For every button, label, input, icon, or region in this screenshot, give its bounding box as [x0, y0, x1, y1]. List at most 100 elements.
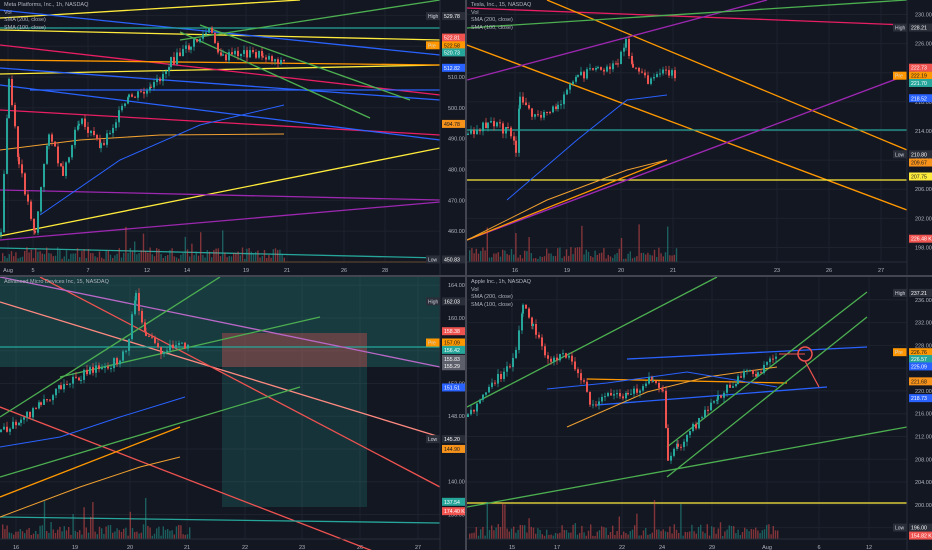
y-tick-label: 206.00: [915, 187, 932, 193]
price-label-tag-text: High: [895, 26, 906, 32]
price-label-bg: [909, 531, 932, 540]
candle: [470, 130, 472, 134]
candle: [583, 71, 585, 79]
stop-zone: [222, 333, 367, 367]
candle: [159, 78, 161, 82]
volume-bar: [684, 531, 686, 539]
candle: [671, 70, 673, 76]
trend-line: [0, 147, 441, 237]
volume-bar: [651, 532, 653, 539]
volume-bar: [123, 528, 125, 539]
volume-bar: [127, 535, 129, 539]
candle: [735, 383, 737, 387]
candle: [565, 353, 567, 358]
sma-200-line: [0, 133, 285, 151]
volume-bar: [524, 525, 526, 539]
volume-bar: [530, 526, 532, 539]
volume-bar: [719, 522, 722, 539]
volume-bar: [131, 528, 134, 539]
x-tick-label: 5: [31, 268, 34, 274]
volume-bar: [50, 522, 52, 539]
volume-bar: [85, 527, 87, 539]
candle: [704, 409, 706, 418]
candle: [556, 357, 558, 361]
volume-bar: [175, 526, 178, 539]
price-label-value: 174.40 K: [444, 509, 465, 515]
amd-chart-svg: 136.00140.00144.00148.00152.00156.00160.…: [0, 277, 465, 550]
volume-bar: [471, 248, 473, 262]
volume-bar: [480, 250, 482, 262]
volume-bar: [706, 524, 708, 539]
volume-bar: [532, 527, 535, 539]
candle: [707, 409, 709, 411]
candle: [620, 51, 622, 65]
volume-bar: [2, 524, 4, 539]
candle: [541, 337, 543, 347]
volume-bar: [598, 253, 601, 262]
volume-bar: [559, 247, 561, 262]
trend-line: [199, 24, 411, 101]
candle: [104, 366, 106, 369]
volume-bar: [504, 504, 506, 539]
candle: [487, 122, 489, 129]
volume-bar: [579, 532, 581, 539]
candle: [568, 355, 570, 358]
candle: [225, 54, 227, 61]
volume-bar: [21, 256, 24, 262]
volume-bar: [17, 531, 19, 539]
price-label-value: 228.21: [911, 26, 927, 32]
candle: [6, 118, 8, 174]
volume-bar: [627, 534, 629, 539]
price-label-bg: [442, 255, 465, 264]
x-tick-label: 19: [243, 268, 249, 274]
price-label-tag-text: High: [428, 14, 439, 20]
candle: [659, 73, 661, 75]
candle: [713, 401, 715, 403]
candle: [612, 63, 614, 70]
volume-bar: [211, 257, 213, 262]
volume-bar: [149, 247, 151, 262]
volume-bar: [109, 525, 112, 539]
volume-bar: [61, 258, 63, 262]
price-label-bg: [909, 23, 932, 32]
candle: [68, 157, 70, 163]
volume-bar: [686, 532, 689, 539]
horizontal-pane-divider[interactable]: [0, 275, 932, 277]
volume-bar: [587, 251, 590, 262]
candle: [729, 384, 731, 388]
apple-chart-pane[interactable]: 196.00 200.00 204.00 208.00 212.00 216.00 220.…: [467, 277, 932, 550]
candle: [14, 105, 16, 127]
y-tick-label: 500.00: [448, 106, 465, 112]
volume-bar: [151, 254, 153, 262]
volume-bar: [237, 251, 239, 262]
meta-chart-pane[interactable]: 460.00 470.00 480.00 490.00 500.00 510.00 520.…: [0, 0, 465, 275]
volume-bar: [524, 250, 526, 262]
volume-bar: [563, 529, 565, 539]
volume-bar: [640, 535, 642, 539]
candle: [496, 122, 498, 127]
volume-bar: [576, 247, 579, 262]
volume-bar: [508, 531, 510, 539]
candle: [15, 421, 17, 426]
y-tick-label: 200.00: [915, 503, 932, 509]
candle: [193, 39, 195, 47]
candle: [555, 106, 557, 110]
volume-bar: [138, 533, 140, 539]
tesla-chart-pane[interactable]: 198.00202.00206.00210.00214.00218.00222.…: [467, 0, 932, 275]
volume-bar: [660, 531, 662, 539]
price-label-tag-text: Low: [428, 257, 438, 263]
candle: [668, 70, 670, 76]
x-tick-label: 26: [341, 268, 347, 274]
volume-bar: [579, 247, 581, 262]
volume-bar: [629, 251, 631, 262]
volume-bar: [748, 531, 750, 539]
volume-bar: [750, 528, 752, 539]
amd-chart-pane[interactable]: 136.00140.00144.00148.00152.00156.00160.…: [0, 277, 465, 550]
volume-bar: [724, 531, 726, 539]
volume-bar: [660, 253, 662, 262]
candle: [52, 395, 54, 401]
price-label-value: 226.76: [911, 350, 927, 356]
candle: [134, 96, 136, 98]
candle: [134, 300, 136, 315]
volume-bar: [495, 527, 497, 539]
